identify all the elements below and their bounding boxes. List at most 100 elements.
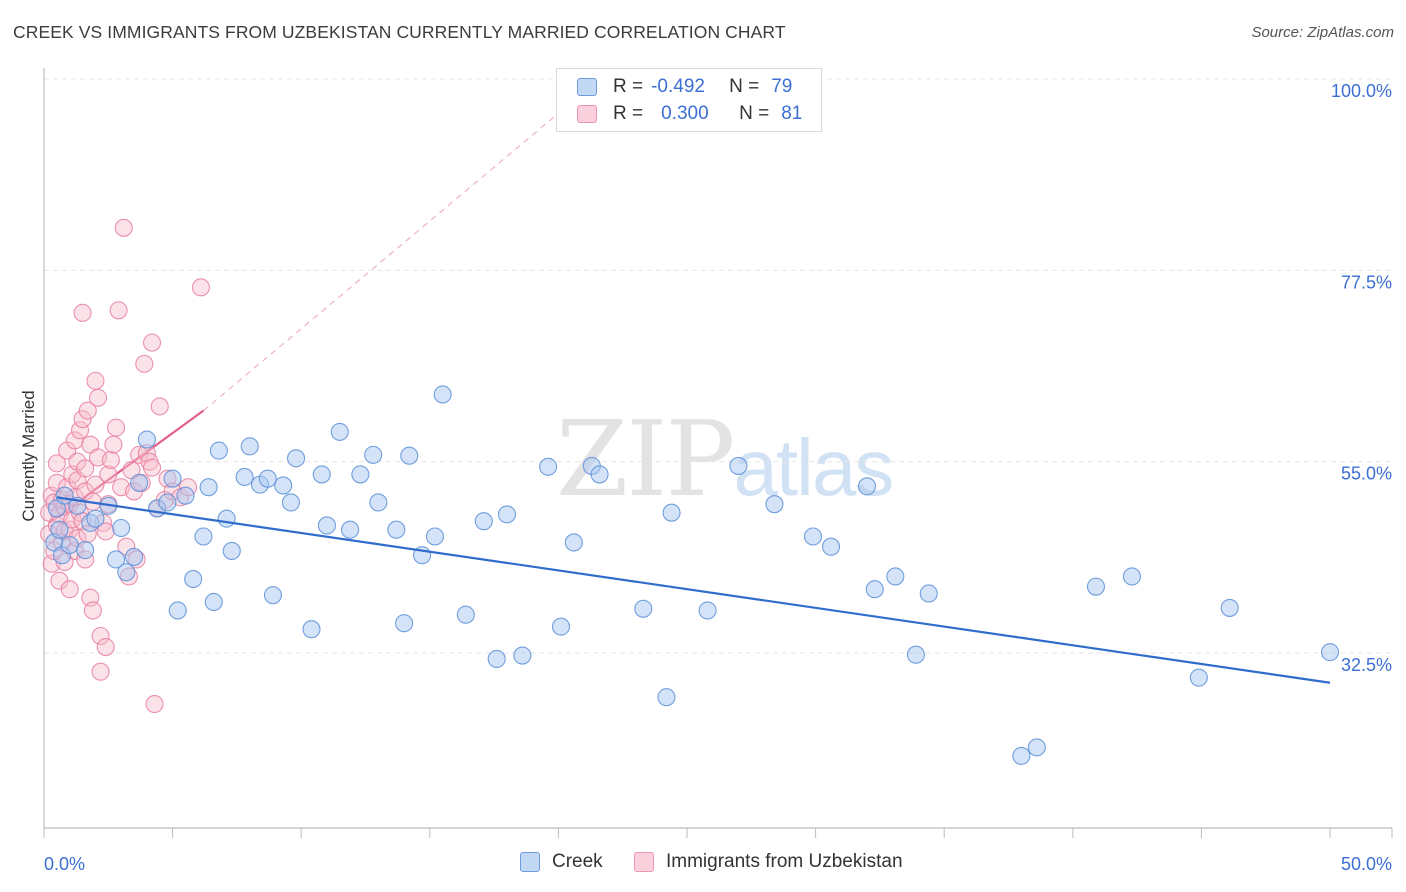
uzbek-point [78,401,97,420]
creek-legend-swatch [520,852,540,872]
uzbek-point [47,454,66,473]
y-axis-title: Currently Married [19,390,38,521]
uzbek-point [86,371,105,390]
uzbek-point [106,418,126,437]
x-tick-label: 50.0% [1341,854,1392,874]
chart-source: Source: ZipAtlas.com [1251,24,1394,41]
legend-item-uzbek: Immigrants from Uzbekistan [634,851,903,873]
creek-point [513,646,532,665]
creek-point [60,535,79,555]
creek-point [263,586,282,605]
creek-point [137,430,156,449]
creek-point [341,520,360,539]
uzbek-point [99,465,118,484]
creek-point [662,503,681,522]
uzbek-trend-group [48,91,585,524]
creek-point [106,550,126,569]
legend-r-value: -0.492 [651,76,705,97]
creek-point [86,509,105,528]
creek-point [287,449,306,468]
creek-point [657,688,676,707]
y-tick-label: 77.5% [1341,272,1392,292]
creek-point [124,547,144,566]
creek-point [184,569,203,589]
legend-n-label: N = [739,103,770,124]
uzbek-point [68,452,87,471]
creek-point [112,518,131,538]
creek-point [395,614,414,633]
creek-point [163,469,182,488]
creek-point [425,527,444,546]
creek-point [130,473,149,492]
creek-point [886,567,905,586]
uzbek-point [91,662,110,681]
creek-point [240,437,259,456]
creek-point [456,605,475,624]
creek-point [76,541,95,560]
legend-n-label: N = [729,76,760,97]
creek-swatch [577,78,597,96]
creek-point [204,592,223,612]
creek-point [222,541,241,561]
creek-point [1189,668,1208,687]
creek-point [274,476,293,495]
creek-point [551,617,571,636]
uzbek-point [76,459,95,478]
creek-point [194,527,213,546]
uzbek-trend-extension [203,91,585,412]
creek-point [281,493,300,512]
creek-point [209,441,228,460]
creek-point [474,512,493,531]
uzbek-swatch [577,105,597,123]
creek-point [865,580,884,599]
creek-point [698,601,717,620]
creek-point [539,457,558,476]
uzbek-point [70,421,90,440]
creek-point [821,537,841,556]
creek-trend-group [56,496,1331,684]
creek-points [45,385,1340,765]
creek-point [564,533,583,552]
creek-point [330,422,349,441]
uzbek-point [76,482,95,501]
chart-title: CREEK VS IMMIGRANTS FROM UZBEKISTAN CURR… [13,22,786,42]
creek-point [1122,567,1142,586]
uzbek-legend-swatch [634,852,654,872]
creek-trend-line [56,496,1331,684]
creek-point [387,520,406,539]
uzbek-point [91,626,110,646]
creek-point [176,486,195,505]
creek-point [906,645,925,664]
creek-point [369,493,388,512]
legend-n-value: 81 [781,103,803,124]
axes [43,68,1393,838]
legend-r-label: R = [613,103,644,124]
creek-point [258,469,277,488]
grid-lines [44,78,1392,654]
legend-label-creek: Creek [552,851,603,872]
uzbek-point [191,278,210,297]
legend-n-value: 79 [771,76,793,97]
uzbek-point [86,475,105,494]
creek-point [117,563,136,582]
legend-item-creek: Creek [520,851,603,873]
creek-point [400,446,419,465]
creek-point [1220,598,1239,617]
uzbek-point [60,580,79,599]
creek-point [634,599,653,618]
uzbek-points [40,218,210,714]
uzbek-point [150,397,169,416]
creek-point [235,467,254,487]
uzbek-point [83,601,102,620]
creek-point [765,495,784,514]
y-tick-label: 100.0% [1331,81,1392,101]
legend-row-uzbek: R = 0.300 N = 81 [577,102,802,126]
creek-point [919,584,938,603]
creek-point [351,465,370,484]
uzbek-point [73,410,92,429]
creek-point [1027,738,1046,757]
creek-point [302,620,321,639]
tick-labels: 32.5% 55.0% 77.5% 100.0% 0.0% 50.0% [44,81,1392,874]
creek-point [487,649,506,669]
